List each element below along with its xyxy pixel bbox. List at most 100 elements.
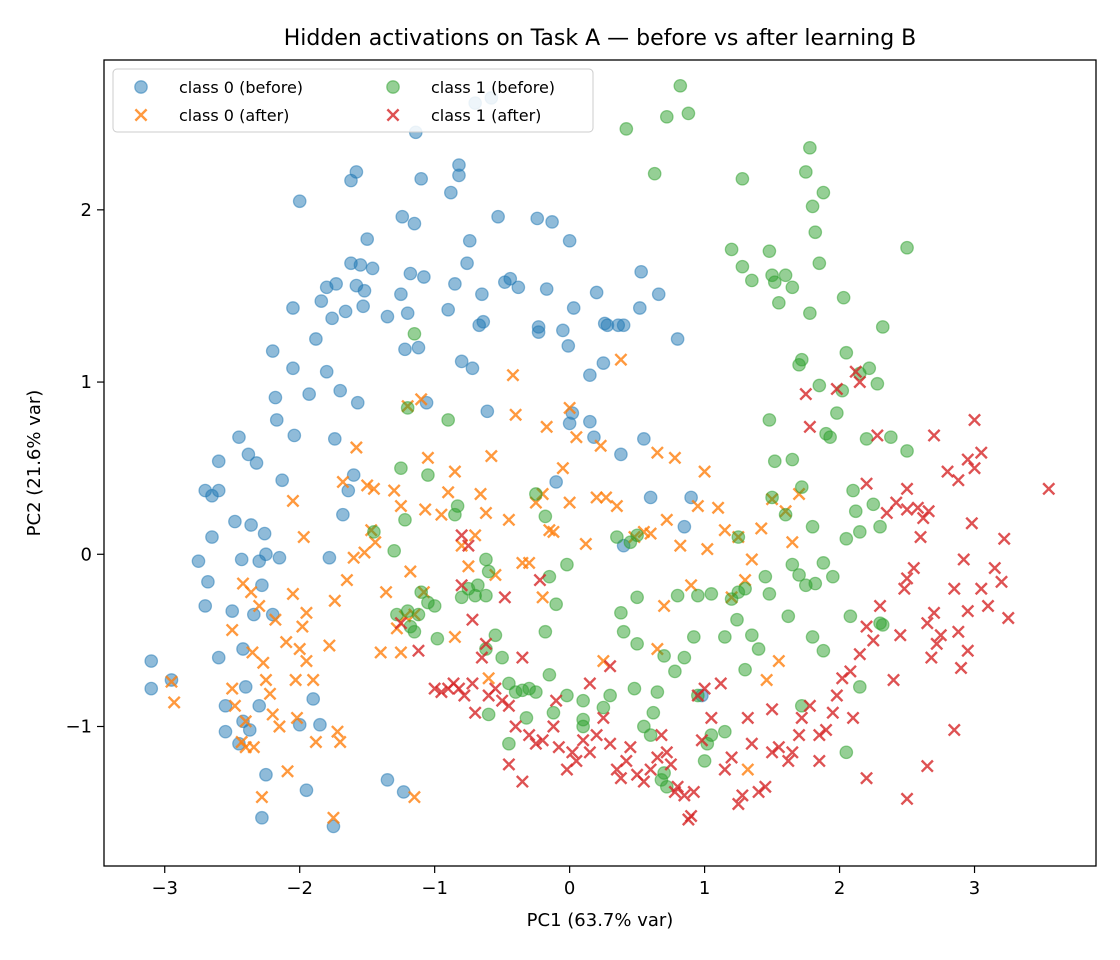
data-point [934,628,948,642]
data-point [403,266,418,281]
data-point [657,649,671,663]
data-point [738,662,752,677]
data-point [644,763,658,777]
data-point [259,673,273,687]
data-point [836,290,851,305]
data-point [322,550,337,565]
data-point [292,717,307,732]
data-point [698,682,712,696]
data-point [741,763,755,777]
data-point [350,395,365,410]
data-point [380,309,395,324]
x-axis: −3 −2 −1 0 1 2 3 [151,866,980,899]
data-point [745,552,759,566]
data-point [421,468,435,482]
data-point [460,256,474,271]
data-point [853,375,867,389]
data-point [812,754,826,768]
data-point [884,430,898,445]
data-point [718,763,732,777]
data-point [673,539,687,553]
data-point [684,490,698,505]
data-point [792,568,806,582]
data-point [502,513,516,527]
data-point [717,724,732,739]
data-point [583,676,597,690]
data-point [562,233,577,248]
data-point [668,785,682,799]
data-point [677,650,692,665]
data-point [630,590,644,605]
data-point [552,740,566,754]
data-point [540,420,554,434]
data-point [475,651,489,665]
x-tick-label: 3 [969,878,980,899]
data-point [546,720,560,733]
data-point [509,408,523,422]
data-point [924,651,938,665]
data-point [860,477,874,491]
data-point [455,528,469,542]
data-point [731,530,746,544]
data-point [691,588,705,603]
data-point [893,628,907,642]
data-point [468,706,482,720]
data-point [681,106,696,121]
data-point [644,527,658,541]
data-point [589,285,604,300]
data-point [830,406,844,420]
data-point [1042,482,1056,496]
data-point [596,356,611,370]
data-point [556,323,570,338]
data-point [466,676,479,690]
data-point [670,332,685,346]
data-point [583,745,597,759]
data-point [830,689,844,702]
data-point [681,813,695,826]
data-point [563,496,577,510]
data-point [668,451,682,465]
data-point [614,353,628,367]
data-point [941,465,954,479]
data-point [765,702,779,716]
data-point [660,745,674,759]
data-point [252,599,266,613]
data-point [395,209,410,224]
data-point [309,735,323,749]
data-point [794,352,809,367]
data-point [400,401,415,415]
legend-marker [134,80,148,94]
data-point [549,694,563,708]
data-point [785,280,800,295]
data-point [830,382,844,396]
data-point [745,737,759,751]
data-point [637,719,651,734]
data-point [268,613,282,627]
data-point [812,256,827,271]
data-point [583,414,597,429]
data-point [462,233,477,248]
data-point [594,439,608,453]
data-point [349,165,364,179]
data-point [259,767,273,782]
data-point [502,676,516,691]
data-point [538,509,553,524]
data-point [326,819,341,834]
data-point [191,554,206,569]
data-point [476,314,491,329]
data-point [302,387,316,401]
data-point [556,461,570,475]
data-point [244,518,258,532]
data-point [542,667,557,682]
data-point [961,644,975,658]
data-point [444,185,458,200]
data-point [650,751,664,764]
plot-frame [103,59,1097,867]
data-point [374,645,388,659]
data-point [839,531,854,546]
data-point [387,543,402,558]
chart-title: Hidden activations on Task A — before vs… [284,26,917,51]
data-point [479,588,493,603]
y-tick-label: 0 [81,544,92,565]
data-point [916,511,930,525]
